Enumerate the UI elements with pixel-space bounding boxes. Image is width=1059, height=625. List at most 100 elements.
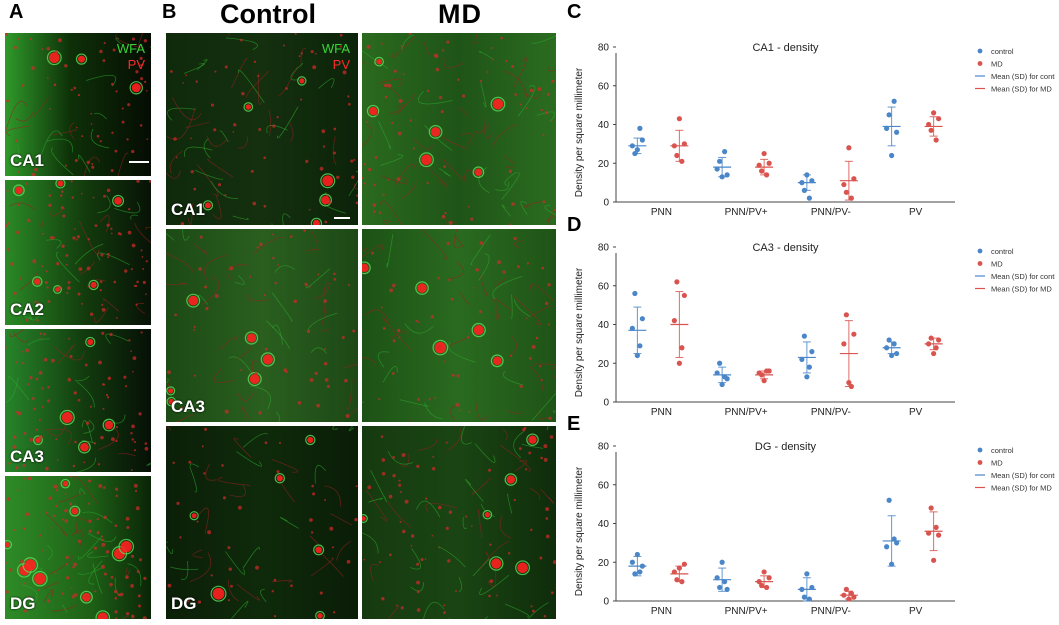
scale-bar xyxy=(129,161,149,163)
data-point xyxy=(851,594,857,600)
legend-label: control xyxy=(991,247,1014,256)
chart-ca1-density: CA1 - density Density per square millimet… xyxy=(565,36,1059,218)
x-tick-label: PNN xyxy=(651,407,672,416)
data-point xyxy=(936,337,942,343)
y-tick-label: 20 xyxy=(598,558,610,569)
data-point xyxy=(886,112,892,118)
data-point xyxy=(936,532,942,538)
y-axis-label: Density per square millimeter xyxy=(574,466,585,596)
data-point xyxy=(639,137,645,143)
data-point xyxy=(724,586,730,592)
micrograph-texture xyxy=(5,33,151,176)
panel-b-letter: B xyxy=(162,1,177,23)
legend-marker xyxy=(977,460,983,465)
data-point xyxy=(884,345,890,351)
region-label: CA3 xyxy=(10,447,45,466)
legend-label: Mean (SD) for MD xyxy=(991,285,1052,294)
chart-title: DG - density xyxy=(755,441,817,453)
x-tick-label: PNN xyxy=(651,606,672,615)
data-point xyxy=(931,110,937,116)
legend-label: Mean (SD) for control xyxy=(991,471,1055,480)
data-point xyxy=(886,497,892,503)
column-header-control: Control xyxy=(220,0,316,29)
chart-svg: CA1 - density Density per square millimet… xyxy=(574,42,1059,218)
legend-label: Mean (SD) for MD xyxy=(991,85,1052,94)
data-point xyxy=(629,325,635,331)
chart-title: CA1 - density xyxy=(752,42,819,54)
data-point xyxy=(717,584,723,591)
x-tick-label: PNN xyxy=(651,207,672,216)
y-tick-label: 0 xyxy=(603,398,609,409)
legend-label: Mean (SD) for MD xyxy=(991,484,1052,493)
data-point xyxy=(809,349,815,355)
region-label: DG xyxy=(171,594,197,613)
data-point xyxy=(756,162,762,168)
data-point xyxy=(681,561,687,567)
data-point xyxy=(761,569,767,575)
data-point xyxy=(928,335,934,341)
x-tick-label: PV xyxy=(909,606,923,615)
y-tick-label: 60 xyxy=(598,480,610,491)
data-point xyxy=(926,121,932,128)
chart-title: CA3 - density xyxy=(752,242,819,254)
region-label: CA1 xyxy=(171,200,206,219)
data-point xyxy=(846,380,852,386)
data-point xyxy=(674,279,680,285)
x-tick-label: PNN/PV+ xyxy=(725,606,768,615)
data-point xyxy=(676,565,682,571)
data-point xyxy=(639,316,645,322)
micrograph-texture xyxy=(5,476,151,619)
legend-marker xyxy=(977,248,983,254)
micrograph-b-control-ca3: CA3 xyxy=(166,229,358,422)
data-point xyxy=(759,582,765,589)
data-point xyxy=(933,345,939,351)
data-point xyxy=(629,143,635,149)
data-point xyxy=(766,160,772,166)
y-axis-label: Density per square millimeter xyxy=(574,267,585,397)
y-axis-label: Density per square millimeter xyxy=(574,67,585,197)
data-point xyxy=(764,584,770,591)
data-point xyxy=(671,318,677,324)
data-point xyxy=(632,150,638,157)
data-point xyxy=(889,152,895,159)
data-point xyxy=(894,540,900,546)
data-point xyxy=(766,368,772,374)
data-point xyxy=(884,125,890,131)
micrograph-b-control-dg: DG xyxy=(166,426,358,619)
data-point xyxy=(886,337,892,343)
x-tick-label: PV xyxy=(909,407,923,416)
data-point xyxy=(766,575,772,581)
data-point xyxy=(843,189,849,195)
data-point xyxy=(634,352,640,359)
legend-marker xyxy=(977,447,983,453)
legend-label: control xyxy=(991,446,1014,455)
y-tick-label: 60 xyxy=(598,281,610,292)
chart-svg: CA3 - density Density per square millimet… xyxy=(574,242,1059,418)
data-point xyxy=(801,187,807,193)
micrograph-texture xyxy=(362,229,556,422)
x-tick-label: PNN/PV- xyxy=(811,407,851,416)
micrograph-texture xyxy=(362,426,556,619)
data-point xyxy=(806,195,812,201)
data-point xyxy=(722,579,728,585)
legend-label: MD xyxy=(991,60,1003,69)
data-point xyxy=(799,356,805,362)
data-point xyxy=(719,381,725,388)
data-point xyxy=(801,594,807,600)
data-point xyxy=(637,125,643,131)
data-point xyxy=(928,505,934,511)
data-point xyxy=(756,579,762,585)
x-tick-label: PV xyxy=(909,207,923,216)
data-point xyxy=(848,195,854,201)
data-point xyxy=(676,116,682,122)
data-point xyxy=(671,143,677,149)
data-point xyxy=(799,180,805,186)
data-point xyxy=(936,116,942,122)
micrograph-texture xyxy=(5,180,151,325)
data-point xyxy=(681,292,687,299)
data-point xyxy=(804,172,810,178)
data-point xyxy=(761,150,767,157)
data-point xyxy=(889,561,895,567)
y-tick-label: 0 xyxy=(603,597,609,608)
data-point xyxy=(933,524,939,530)
